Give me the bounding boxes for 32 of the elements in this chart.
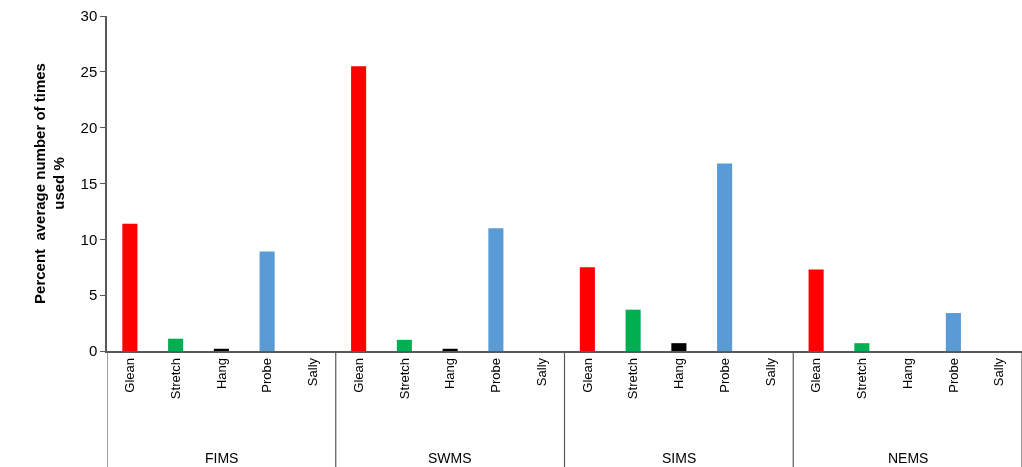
x-tick-label: Probe — [488, 357, 504, 393]
x-tick-label: Sally — [533, 357, 549, 387]
y-tick-label: 30 — [80, 7, 98, 25]
x-tick-label: Glean — [579, 357, 595, 393]
x-tick-label: Glean — [122, 357, 138, 393]
text: SIMS — [662, 450, 697, 466]
x-tick-label: Probe — [259, 357, 275, 393]
x-tick-label: Hang — [671, 357, 687, 390]
text: FIMS — [205, 450, 239, 466]
x-tick-label: Sally — [991, 357, 1007, 387]
x-tick-label: Probe — [945, 357, 961, 393]
x-tick-label: Glean — [808, 357, 824, 393]
x-tick-label: Sally — [305, 357, 321, 387]
y-tick-label: 15 — [80, 174, 98, 192]
x-tick-label: Probe — [716, 357, 732, 393]
x-tick-label: Hang — [442, 357, 458, 390]
x-tick-label: Sally — [762, 357, 778, 387]
y-tick-label: 10 — [80, 230, 98, 248]
x-tick-label: Stretch — [396, 357, 412, 400]
x-tick-label: Hang — [213, 357, 229, 390]
y-tick-label: 20 — [80, 118, 98, 136]
x-tick-label: Stretch — [167, 357, 183, 400]
x-tick-label: Stretch — [854, 357, 870, 400]
y-tick-label: 0 — [88, 342, 98, 360]
x-tick-label: Hang — [899, 357, 915, 390]
x-tick-label: Glean — [350, 357, 366, 393]
y-tick-label: 5 — [88, 286, 98, 304]
y-tick-label: 25 — [80, 63, 98, 81]
x-tick-label: Stretch — [625, 357, 641, 400]
text: SWMS — [428, 450, 472, 466]
y-axis-title: Percent average number of times used % — [30, 63, 68, 304]
text: NEMS — [888, 450, 929, 466]
